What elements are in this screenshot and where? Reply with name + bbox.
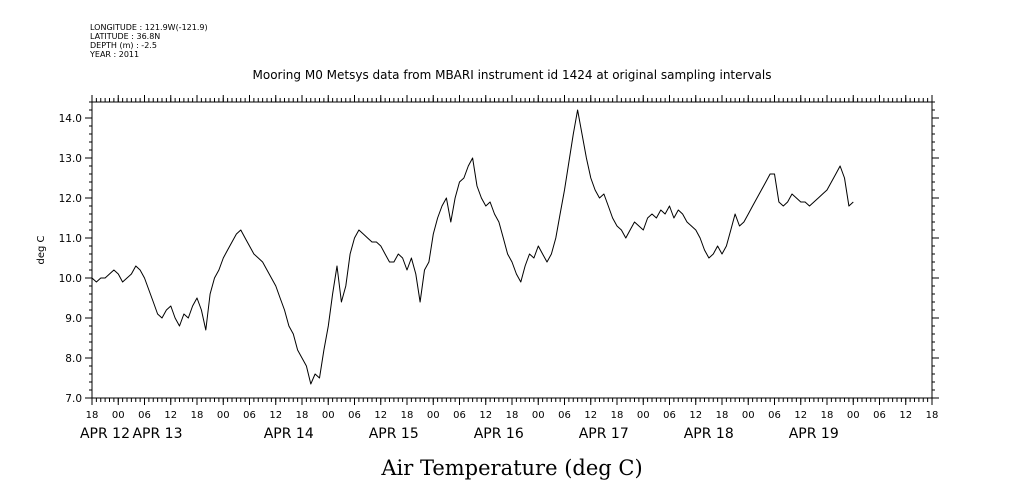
y-tick-label: 13.0 [59,153,82,165]
x-day-label: APR 14 [264,426,314,442]
x-day-label: APR 18 [684,426,734,442]
x-hour-tick-label: 18 [506,410,519,421]
x-hour-tick-label: 06 [663,410,676,421]
x-hour-tick-label: 12 [164,410,177,421]
x-hour-tick-label: 18 [716,410,729,421]
y-tick-label: 12.0 [59,193,82,205]
y-tick-label: 9.0 [65,313,82,325]
x-hour-tick-label: 06 [453,410,466,421]
x-hour-tick-label: 18 [611,410,624,421]
x-hour-tick-label: 18 [191,410,204,421]
x-hour-tick-label: 18 [821,410,834,421]
x-hour-tick-label: 00 [112,410,125,421]
x-day-label: APR 19 [789,426,839,442]
x-day-label: APR 15 [369,426,419,442]
y-axis-label: deg C [36,235,47,264]
meta-longitude: LONGITUDE : 121.9W(-121.9) [90,23,208,32]
meta-latitude: LATITUDE : 36.8N [90,32,160,41]
x-day-label: APR 16 [474,426,524,442]
x-hour-tick-label: 18 [401,410,414,421]
x-hour-tick-label: 06 [873,410,886,421]
plot-frame [91,101,933,399]
x-hour-tick-label: 06 [348,410,361,421]
x-hour-tick-label: 12 [899,410,912,421]
y-axis: 7.0 8.0 9.0 10.0 11.0 12.0 13.0 14.0 [59,101,939,405]
x-hour-tick-label: 06 [138,410,151,421]
x-hour-tick-label: 12 [584,410,597,421]
x-hour-tick-label: 00 [847,410,860,421]
x-hour-tick-label: 12 [479,410,492,421]
x-hour-tick-label: 18 [296,410,309,421]
x-hour-tick-label: 12 [269,410,282,421]
x-hour-tick-label: 00 [637,410,650,421]
y-tick-label: 7.0 [65,393,82,405]
temperature-series-line [91,109,854,385]
x-hour-tick-label: 00 [217,410,230,421]
x-axis: 18 00 06 12 18 00 06 12 18 00 06 12 18 00 06 12 18 00 06 12… [80,95,938,442]
meta-depth: DEPTH (m) : -2.5 [90,41,157,50]
chart-title: Mooring M0 Metsys data from MBARI instru… [253,68,772,82]
series-layer [91,109,854,385]
x-hour-tick-label: 12 [689,410,702,421]
y-tick-label: 10.0 [59,273,82,285]
y-tick-label: 14.0 [59,113,82,125]
x-day-label: APR 13 [132,426,182,442]
y-tick-label: 11.0 [59,233,82,245]
x-hour-tick-label: 18 [926,410,939,421]
x-hour-tick-label: 12 [374,410,387,421]
x-hour-tick-label: 18 [86,410,99,421]
y-tick-label: 8.0 [65,353,82,365]
x-hour-tick-label: 00 [322,410,335,421]
x-hour-tick-label: 12 [794,410,807,421]
x-hour-tick-label: 00 [427,410,440,421]
x-day-label: APR 12 [80,426,130,442]
x-axis-title: Air Temperature (deg C) [380,456,642,480]
x-hour-tick-label: 00 [742,410,755,421]
x-hour-tick-label: 06 [768,410,781,421]
x-hour-tick-label: 00 [532,410,545,421]
x-day-label: APR 17 [579,426,629,442]
x-hour-tick-label: 06 [558,410,571,421]
minor-tick-group [91,98,933,402]
meta-year: YEAR : 2011 [89,50,139,59]
x-hour-tick-label: 06 [243,410,256,421]
